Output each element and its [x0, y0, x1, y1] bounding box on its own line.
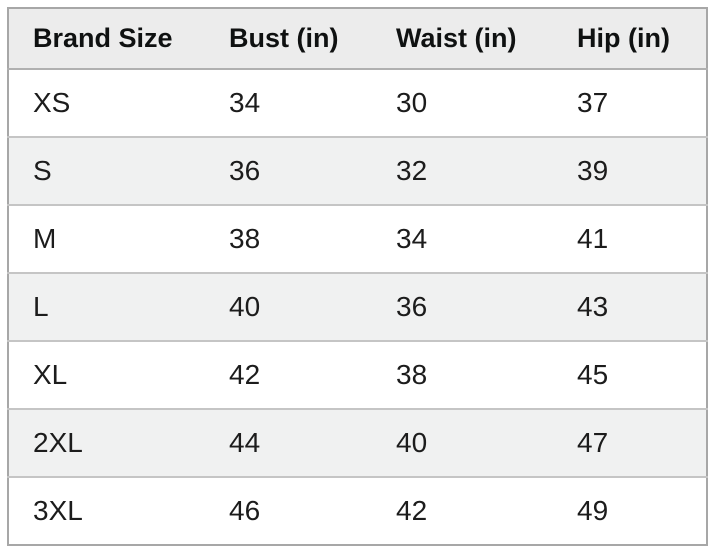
cell-measurement: 39 [553, 137, 707, 206]
cell-measurement: 40 [372, 409, 553, 478]
column-header: Waist (in) [372, 8, 553, 70]
column-header: Hip (in) [553, 8, 707, 70]
table-row: S 36 32 39 [8, 137, 707, 206]
cell-measurement: 42 [396, 495, 428, 526]
cell-measurement: 38 [372, 341, 553, 410]
cell-measurement: 36 [205, 137, 372, 206]
cell-measurement: 47 [553, 409, 707, 478]
cell-brand-size: XL [8, 341, 205, 410]
column-header: Brand Size [8, 8, 205, 70]
cell-measurement: 30 [372, 69, 553, 138]
table-row: L 40 36 43 [8, 273, 707, 342]
cell-measurement: 34 [372, 205, 553, 274]
size-chart-table: Brand Size Bust (in) Waist (in) Hip (in) XS… [7, 7, 708, 546]
table-row: 3XL 46 42 49 [8, 477, 707, 545]
cell-measurement: 49 [577, 495, 609, 526]
cell-measurement: 45 [553, 341, 707, 410]
cell-measurement: 46 [229, 495, 261, 526]
table-row: M 38 34 41 [8, 205, 707, 274]
table-row: XL 42 38 45 [8, 341, 707, 410]
cell-measurement: 44 [205, 409, 372, 478]
header-row: Brand Size Bust (in) Waist (in) Hip (in) [8, 8, 707, 70]
cell-brand-size: S [8, 137, 205, 206]
cell-measurement: 36 [372, 273, 553, 342]
cell-measurement: 34 [205, 69, 372, 138]
cell-measurement: 32 [372, 137, 553, 206]
column-header: Bust (in) [205, 8, 372, 70]
cell-measurement: 37 [553, 69, 707, 138]
table-row: XS 34 30 37 [8, 69, 707, 138]
cell-brand-size: 2XL [8, 409, 205, 478]
cell-measurement: 41 [553, 205, 707, 274]
cell-brand-size: XS [8, 69, 205, 138]
cell-measurement: 43 [553, 273, 707, 342]
cell-brand-size: M [8, 205, 205, 274]
cell-measurement: 40 [205, 273, 372, 342]
cell-measurement: 38 [205, 205, 372, 274]
table-row: 2XL 44 40 47 [8, 409, 707, 478]
cell-brand-size: L [8, 273, 205, 342]
cell-measurement: 42 [205, 341, 372, 410]
cell-brand-size: 3XL [33, 495, 83, 526]
